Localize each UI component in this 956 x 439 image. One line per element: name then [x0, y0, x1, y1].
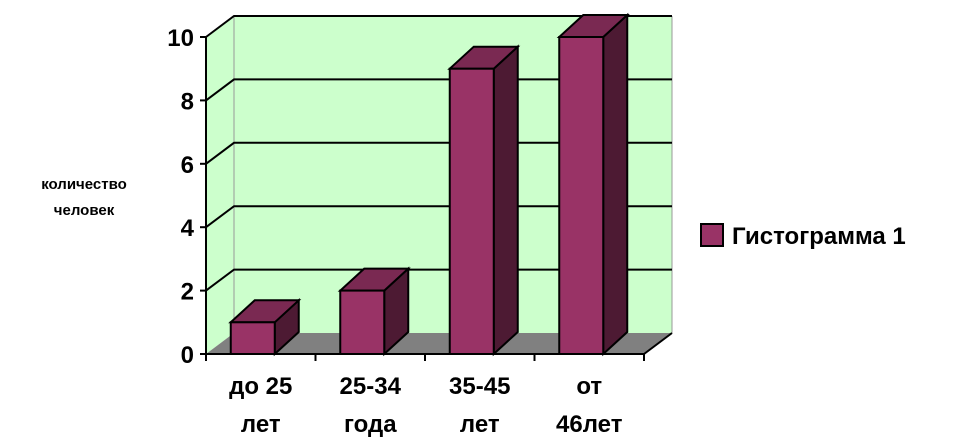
bar	[228, 298, 302, 357]
gridline	[205, 78, 672, 102]
gridlines	[205, 15, 672, 292]
y-axis: 0 2 4 6 8 10	[167, 25, 207, 369]
bar-side	[492, 44, 519, 357]
bars	[228, 12, 630, 357]
bar-front	[448, 67, 495, 355]
gridline	[205, 205, 672, 228]
x-tick-label: 25-34	[340, 373, 402, 400]
x-tick-label: лет	[460, 411, 500, 438]
bar	[337, 266, 411, 357]
bar	[447, 44, 521, 357]
y-tick-label: 6	[181, 152, 194, 179]
bar-front	[229, 321, 276, 355]
y-tick-label: 8	[181, 88, 194, 115]
x-tick-label: 46лет	[556, 411, 623, 438]
x-tick-label: от	[576, 373, 602, 400]
bar	[556, 12, 630, 357]
legend-label: Гистограмма 1	[732, 223, 906, 250]
gridline	[205, 15, 672, 38]
side-wall	[206, 16, 234, 354]
x-tick-label: до 25	[229, 373, 292, 400]
legend-swatch	[700, 223, 724, 247]
legend: Гистограмма 1	[700, 223, 906, 250]
x-tick-label: лет	[241, 411, 281, 438]
bar-front	[339, 289, 386, 356]
y-axis-title-line-1: количество	[41, 176, 127, 193]
floor	[206, 333, 672, 354]
gridline	[205, 141, 672, 165]
floor-right-edge	[643, 332, 673, 355]
y-axis-title-line-2: человек	[54, 202, 115, 219]
y-tick-label: 4	[181, 215, 195, 242]
bar-side	[602, 12, 629, 357]
x-tick-label: 35-45	[449, 373, 510, 400]
bar-front	[558, 36, 605, 355]
gridline	[205, 268, 672, 292]
y-tick-label: 2	[181, 279, 194, 306]
x-tick-label: года	[344, 411, 397, 438]
y-tick-label: 0	[181, 342, 194, 369]
y-tick-label: 10	[167, 25, 194, 52]
